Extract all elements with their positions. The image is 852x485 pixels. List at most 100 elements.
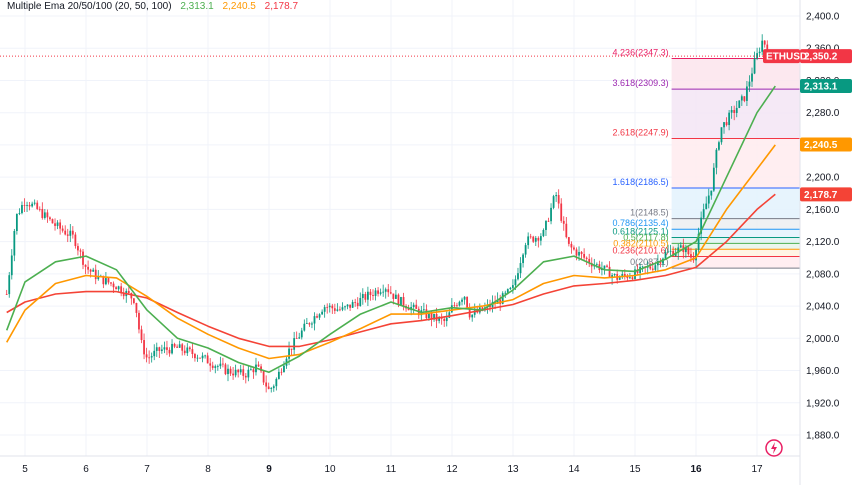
fib-zone (671, 89, 800, 139)
candle-body (751, 73, 753, 82)
candle-body (38, 208, 41, 210)
symbol-tag-bg (763, 49, 800, 64)
candle-body (524, 245, 527, 255)
candle-body (43, 212, 46, 218)
time-axis[interactable]: 5 6 7 8 9 10 11 12 13 14 15 16 17 (0, 455, 800, 475)
candle-body (311, 323, 313, 325)
candle-body (196, 357, 199, 359)
candle-body (13, 231, 16, 256)
candle-body (219, 363, 222, 367)
candle-body (522, 254, 524, 264)
candle-body (603, 265, 606, 269)
candle-body (216, 366, 219, 367)
candle-body (511, 285, 514, 288)
candle-body (608, 266, 611, 278)
candle-body (127, 290, 130, 294)
indicator-legend[interactable]: Multiple Ema 20/50/100 (20, 50, 100) 2,3… (7, 1, 304, 12)
candle-body (168, 349, 171, 354)
candle-body (92, 269, 95, 272)
fib-level-label: 3.618(2309.3) (613, 78, 669, 88)
candle-body (397, 294, 400, 306)
candle-body (351, 302, 354, 308)
candle-body (463, 296, 466, 300)
ema-lines (5, 85, 776, 373)
candle-body (227, 368, 229, 375)
fib-zone (671, 58, 800, 90)
candle-body (117, 286, 120, 290)
candle-body (422, 309, 425, 311)
candle-body (557, 195, 560, 204)
candle-body (387, 289, 390, 293)
fib-level-label: 1.618(2186.5) (613, 177, 669, 187)
candle-body (356, 302, 359, 307)
candle-body (415, 304, 418, 309)
candle-body (394, 294, 397, 299)
candle-body (132, 298, 135, 303)
candle-body (178, 344, 181, 348)
time-tick-label: 13 (507, 464, 519, 475)
candle-body (171, 343, 173, 354)
fib-zone (671, 256, 800, 269)
ema50-legend-value: 2,240.5 (222, 1, 256, 12)
candle-body (155, 347, 158, 351)
candle-body (443, 318, 446, 322)
candle-body (473, 310, 476, 315)
candle-body (412, 304, 415, 308)
candle-body (700, 217, 703, 234)
fib-zone (671, 188, 800, 219)
candle-body (252, 369, 255, 373)
candle-body (305, 323, 308, 324)
candle-body (234, 369, 237, 376)
candle-body (506, 289, 509, 293)
candle-body (761, 40, 764, 52)
candle-body (611, 275, 614, 278)
fibonacci-extension[interactable]: 4.236(2347.3) 3.618(2309.3) 2.618(2247.9) 1… (613, 47, 800, 269)
candle-body (56, 222, 59, 226)
candle-body (364, 294, 367, 300)
candle-body (687, 247, 690, 255)
candle-body (649, 266, 652, 269)
price-axis[interactable]: 2,400.02,360.02,320.02,280.02,240.02,200… (799, 0, 840, 485)
indicator-label: Multiple Ema 20/50/100 (20, 50, 100) (7, 1, 172, 12)
candle-body (97, 276, 100, 280)
candle-body (242, 369, 245, 376)
candle-body (715, 149, 718, 168)
ema20-price-tag-bg (800, 79, 852, 94)
price-tick-label: 2,200.0 (806, 173, 840, 184)
candle-body (725, 122, 728, 126)
ema50-price-tag: 2,240.5 (804, 140, 838, 151)
candle-body (153, 350, 156, 357)
fib-level-label: 0.236(2101.6) (613, 245, 669, 255)
candle-body (481, 307, 484, 311)
candle-body (275, 378, 278, 387)
candle-body (585, 257, 588, 259)
candle-body (158, 347, 161, 351)
candle-body (323, 307, 326, 312)
price-tick-label: 2,080.0 (806, 269, 840, 280)
candle-body (66, 234, 69, 236)
candle-body (82, 251, 84, 265)
candle-body (28, 205, 31, 207)
candle-body (298, 337, 301, 339)
candle-body (71, 230, 74, 235)
candle-body (730, 109, 733, 113)
candle-body (504, 292, 507, 294)
candle-body (331, 305, 334, 309)
candle-body (723, 122, 725, 128)
tradingview-logo-icon[interactable] (764, 438, 784, 458)
candle-body (746, 86, 748, 101)
candle-body (23, 205, 26, 206)
candle-body (534, 237, 537, 242)
candle-body (262, 371, 265, 383)
candle-body (229, 368, 232, 374)
candle-body (450, 305, 453, 313)
candle-body (573, 247, 575, 250)
candle-body (201, 355, 204, 359)
candle-body (669, 250, 672, 252)
time-tick-label: 17 (751, 464, 763, 475)
price-tick-label: 2,280.0 (806, 108, 840, 119)
fib-zone (671, 237, 800, 244)
candle-body (308, 323, 311, 325)
candle-body (763, 40, 766, 45)
